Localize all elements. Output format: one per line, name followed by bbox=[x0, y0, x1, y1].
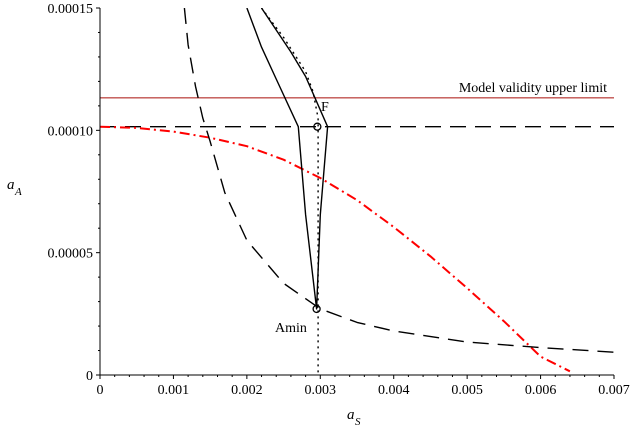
y-tick-label: 0.00010 bbox=[48, 124, 94, 139]
series-line-3 bbox=[100, 125, 571, 373]
series-line-4 bbox=[183, 8, 614, 353]
series-line-5 bbox=[260, 8, 319, 375]
point-f-label: F bbox=[321, 100, 329, 115]
x-tick-label: 0.005 bbox=[451, 383, 483, 398]
y-tick-label: 0.00005 bbox=[48, 247, 94, 262]
x-tick-label: 0.002 bbox=[231, 383, 263, 398]
model-validity-label: Model validity upper limit bbox=[459, 81, 607, 96]
series-line-6 bbox=[246, 8, 329, 310]
x-tick-label: 0.004 bbox=[378, 383, 410, 398]
series-layer bbox=[100, 8, 614, 375]
y-tick-label: 0.00015 bbox=[48, 2, 94, 17]
x-tick-label: 0.006 bbox=[525, 383, 557, 398]
axes-layer: 0 0.001 0.002 0.003 0.004 0.005 0.006 0.007 0 0.0… bbox=[48, 2, 630, 398]
x-axis-label: a bbox=[347, 407, 355, 423]
x-tick-label: 0.001 bbox=[158, 383, 190, 398]
x-tick-label: 0.003 bbox=[305, 383, 337, 398]
x-tick-label: 0 bbox=[97, 383, 104, 398]
marker-layer bbox=[312, 122, 322, 314]
point-marker-f bbox=[313, 122, 322, 131]
point-marker-amin bbox=[312, 304, 321, 314]
y-axis-label-sub: A bbox=[14, 186, 22, 198]
y-axis-label: a bbox=[7, 177, 15, 193]
x-axis-label-sub: S bbox=[355, 416, 361, 428]
point-amin-label: Amin bbox=[275, 321, 307, 336]
x-tick-label: 0.007 bbox=[598, 383, 630, 398]
y-tick-label: 0 bbox=[86, 369, 93, 384]
